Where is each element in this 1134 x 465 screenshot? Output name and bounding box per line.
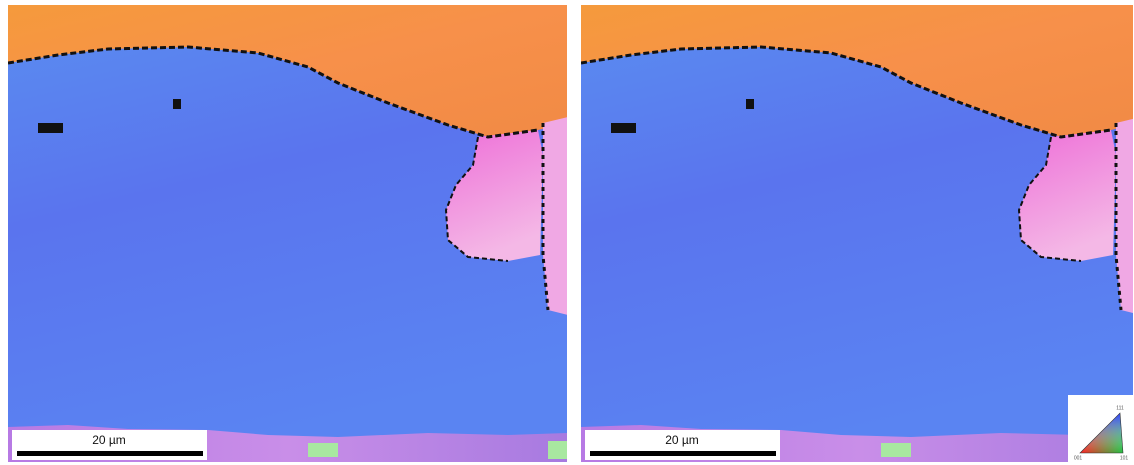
map-panel-right: 20 µm 111 001 101 (581, 5, 1134, 462)
figure: 20 µm 20 µm 111 001 101 (0, 0, 1134, 465)
ipf-label-left: 001 (1074, 455, 1083, 461)
map-panel-left: 20 µm (8, 5, 568, 462)
page: {"panels": [ {"scale_bar": "20 µm"}, {"s… (0, 0, 1134, 465)
scale-bar-label: 20 µm (665, 433, 699, 447)
scale-bar-label: 20 µm (92, 433, 126, 447)
scale-bar (17, 451, 203, 456)
scale-bar (590, 451, 776, 456)
ipf-label-right: 101 (1120, 455, 1129, 461)
ipf-legend: 111 001 101 (1068, 395, 1133, 462)
ipf-label-top: 111 (1116, 405, 1124, 411)
